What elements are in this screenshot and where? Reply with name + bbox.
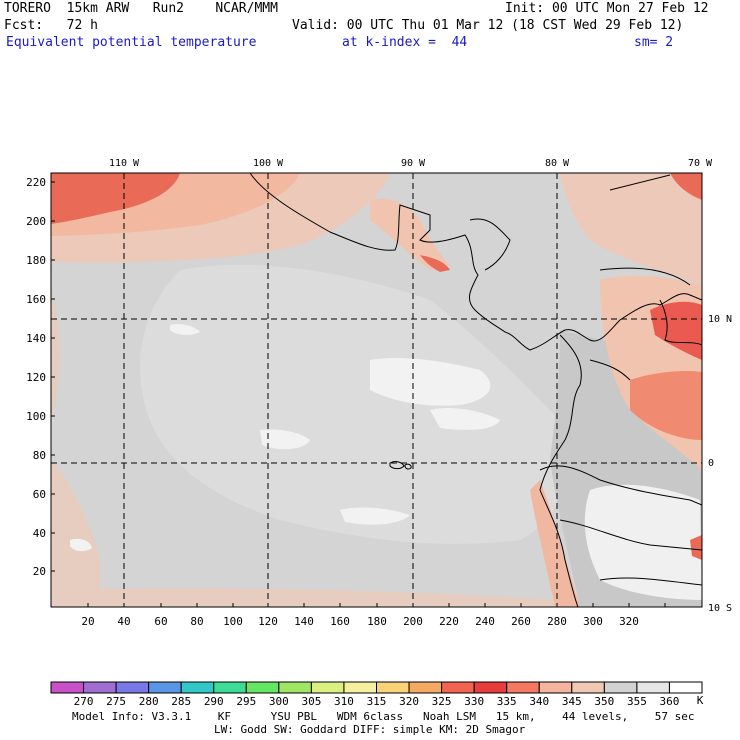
lon-label: 80 W — [545, 158, 570, 169]
colorbar-swatch — [310, 681, 345, 694]
colorbar-label: 320 — [399, 695, 419, 708]
init-time: Init: 00 UTC Mon 27 Feb 12 — [505, 1, 709, 16]
lon-label: 100 W — [253, 158, 284, 169]
x-tick-label: 320 — [619, 615, 639, 628]
colorbar-swatch — [148, 681, 182, 694]
colorbar-label: 335 — [497, 695, 517, 708]
colorbar-label: 345 — [562, 695, 582, 708]
lon-label: 90 W — [401, 158, 426, 169]
valid-time: Valid: 00 UTC Thu 01 Mar 12 (18 CST Wed … — [292, 18, 684, 33]
x-tick-label: 20 — [81, 615, 94, 628]
colorbar-swatch — [115, 681, 150, 694]
colorbar-label: 315 — [367, 695, 387, 708]
x-tick-label: 60 — [154, 615, 167, 628]
x-tick-label: 100 — [223, 615, 243, 628]
y-tick-label: 40 — [33, 527, 46, 540]
colorbar-label: 295 — [236, 695, 256, 708]
x-tick-label: 160 — [330, 615, 350, 628]
model-info: Model Info: V3.3.1 KF YSU PBL WDM 6class… — [72, 710, 695, 723]
colorbar-unit: K — [697, 694, 704, 707]
colorbar-swatch — [50, 681, 85, 694]
y-tick-label: 220 — [26, 176, 46, 189]
colorbar-swatch — [180, 681, 215, 694]
colorbar-swatch — [603, 681, 638, 694]
colorbar-label: 310 — [334, 695, 354, 708]
y-tick-label: 100 — [26, 410, 46, 423]
colorbar-label: 360 — [660, 695, 680, 708]
level-index: at k-index = 44 — [342, 35, 468, 50]
model-title: TORERO 15km ARW Run2 NCAR/MMM — [4, 1, 278, 16]
colorbar — [50, 681, 703, 694]
x-tick-label: 200 — [403, 615, 423, 628]
colorbar-swatch — [376, 681, 410, 694]
colorbar-label: 340 — [529, 695, 549, 708]
y-tick-label: 60 — [33, 488, 46, 501]
x-tick-label: 180 — [367, 615, 387, 628]
lon-label: 110 W — [109, 158, 140, 169]
colorbar-swatch — [473, 681, 508, 694]
colorbar-swatch — [506, 681, 540, 694]
colorbar-swatch — [571, 681, 605, 694]
y-tick-label: 20 — [33, 565, 46, 578]
x-axis: 20 40 60 80 100 120 140 160 180 200 220 … — [81, 603, 666, 628]
colorbar-label: 305 — [301, 695, 321, 708]
y-tick-label: 80 — [33, 449, 46, 462]
y-tick-label: 120 — [26, 371, 46, 384]
colorbar-swatch — [245, 681, 280, 694]
colorbar-swatch — [408, 681, 443, 694]
colorbar-label: 350 — [594, 695, 614, 708]
x-tick-label: 260 — [511, 615, 531, 628]
colorbar-label: 290 — [204, 695, 224, 708]
colorbar-swatch — [343, 681, 378, 694]
x-tick-label: 240 — [475, 615, 495, 628]
colorbar-swatch — [83, 681, 117, 694]
colorbar-label: 275 — [106, 695, 126, 708]
map-field — [51, 173, 702, 607]
colorbar-swatch — [636, 681, 670, 694]
smoothing: sm= 2 — [634, 35, 674, 50]
colorbar-swatch — [441, 681, 475, 694]
y-tick-label: 200 — [26, 215, 46, 228]
colorbar-label: 300 — [269, 695, 289, 708]
longitude-labels: 110 W 100 W 90 W 80 W 70 W — [109, 158, 713, 169]
y-tick-label: 160 — [26, 293, 46, 306]
colorbar-label: 285 — [171, 695, 191, 708]
x-tick-label: 140 — [294, 615, 314, 628]
x-tick-label: 120 — [258, 615, 278, 628]
colorbar-swatch — [213, 681, 247, 694]
colorbar-label: 280 — [139, 695, 159, 708]
y-tick-label: 180 — [26, 254, 46, 267]
x-tick-label: 40 — [117, 615, 130, 628]
field-name: Equivalent potential temperature — [6, 35, 257, 50]
lon-label: 70 W — [688, 158, 713, 169]
x-tick-label: 220 — [439, 615, 459, 628]
x-tick-label: 300 — [583, 615, 603, 628]
x-tick-label: 80 — [190, 615, 203, 628]
colorbar-label: 330 — [464, 695, 484, 708]
y-tick-label: 140 — [26, 332, 46, 345]
colorbar-swatch — [538, 681, 573, 694]
colorbar-labels: 270 275 280 285 290 295 300 305 310 315 320 325 330 3… — [74, 695, 680, 708]
lat-label: 10 S — [708, 603, 732, 614]
lat-label: 0 — [708, 458, 714, 469]
y-axis: 20 40 60 80 100 120 140 160 180 200 220 — [26, 176, 55, 578]
colorbar-swatch — [278, 681, 312, 694]
model-physics: LW: Godd SW: Goddard DIFF: simple KM: 2D… — [214, 723, 526, 736]
forecast-hour: Fcst: 72 h — [4, 18, 98, 33]
lat-label: 10 N — [708, 314, 732, 325]
colorbar-label: 270 — [74, 695, 94, 708]
colorbar-label: 325 — [432, 695, 452, 708]
colorbar-label: 355 — [627, 695, 647, 708]
x-tick-label: 280 — [547, 615, 567, 628]
lat-lon-grid — [51, 173, 702, 607]
latitude-labels: 10 N 0 10 S — [708, 314, 732, 614]
colorbar-swatch — [668, 681, 703, 694]
coastlines — [249, 173, 702, 607]
